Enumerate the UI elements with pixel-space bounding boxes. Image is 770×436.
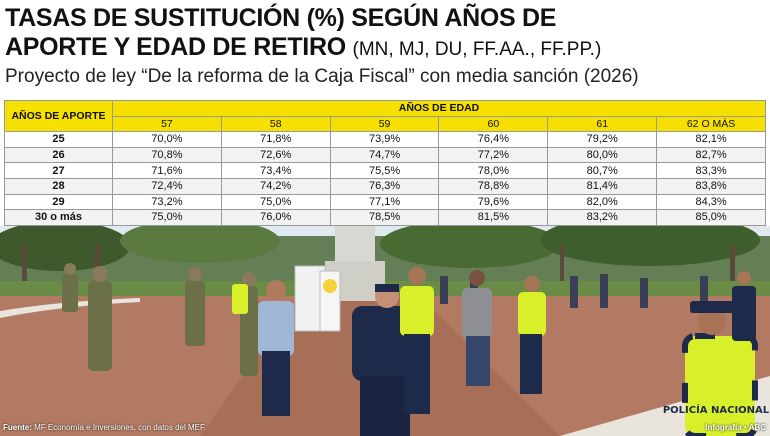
table-row: 27 71,6% 73,4% 75,5% 78,0% 80,7% 83,3%: [4, 162, 766, 179]
age-header: 60: [438, 115, 549, 133]
rate-cell: 71,8%: [220, 131, 331, 148]
title-line-2: APORTE Y EDAD DE RETIRO (MN, MJ, DU, FF.…: [5, 33, 765, 64]
table-row: 29 73,2% 75,0% 77,1% 79,6% 82,0% 84,3%: [4, 193, 766, 211]
title-line-2-main: APORTE Y EDAD DE RETIRO: [5, 33, 346, 61]
rate-cell: 73,4%: [220, 162, 331, 179]
rate-cell: 72,6%: [220, 146, 331, 164]
row-label: 27: [4, 162, 113, 179]
row-label: 29: [4, 193, 113, 211]
rate-cell: 80,0%: [547, 146, 658, 164]
age-header: 61: [547, 115, 658, 133]
rate-cell: 78,8%: [438, 177, 549, 195]
age-header: 62 O MÁS: [656, 115, 766, 133]
subtitle: Proyecto de ley “De la reforma de la Caj…: [5, 66, 639, 87]
rate-cell: 80,7%: [547, 162, 658, 179]
rate-cell: 77,1%: [329, 193, 440, 211]
rate-cell: 83,2%: [547, 209, 658, 226]
title-line-1: TASAS DE SUSTITUCIÓN (%) SEGÚN AÑOS DE: [5, 4, 557, 32]
row-label: 25: [4, 131, 113, 148]
table-row: 30 o más 75,0% 76,0% 78,5% 81,5% 83,2% 8…: [4, 209, 766, 226]
rate-cell: 72,4%: [112, 177, 222, 195]
age-header: 59: [329, 115, 440, 133]
row-header-anos-aporte: AÑOS DE APORTE: [4, 99, 113, 133]
rate-cell: 78,5%: [329, 209, 440, 226]
rate-cell: 83,8%: [656, 177, 766, 195]
vest-label: POLICÍA NACIONAL: [663, 403, 770, 416]
age-header: 57: [112, 115, 222, 133]
rate-cell: 76,0%: [220, 209, 331, 226]
rate-cell: 84,3%: [656, 193, 766, 211]
rate-cell: 81,4%: [547, 177, 658, 195]
rate-cell: 79,2%: [547, 131, 658, 148]
rate-cell: 74,2%: [220, 177, 331, 195]
rates-table: AÑOS DE APORTE AÑOS DE EDAD 57 58 59 60 …: [4, 99, 766, 226]
rate-cell: 85,0%: [656, 209, 766, 226]
rate-cell: 70,8%: [112, 146, 222, 164]
rate-cell: 78,0%: [438, 162, 549, 179]
age-header: 58: [220, 115, 331, 133]
photo-police-plaza: POLICÍA NACIONAL: [0, 226, 770, 436]
rate-cell: 75,0%: [112, 209, 222, 226]
title-line-2-suffix: (MN, MJ, DU, FF.AA., FF.PP.): [352, 39, 602, 60]
col-group-header-anos-edad: AÑOS DE EDAD: [112, 100, 766, 117]
rate-cell: 75,5%: [329, 162, 440, 179]
rate-cell: 82,1%: [656, 131, 766, 148]
source-label: Fuente:: [3, 423, 32, 432]
rate-cell: 79,6%: [438, 193, 549, 211]
rate-cell: 70,0%: [112, 131, 222, 148]
table-row: 25 70,0% 71,8% 73,9% 76,4% 79,2% 82,1%: [4, 131, 766, 148]
table-row: 28 72,4% 74,2% 76,3% 78,8% 81,4% 83,8%: [4, 177, 766, 195]
rate-cell: 82,7%: [656, 146, 766, 164]
rate-cell: 76,3%: [329, 177, 440, 195]
source-note: Fuente: MF Economía e Inversiones, con d…: [3, 423, 206, 432]
rate-cell: 77,2%: [438, 146, 549, 164]
row-label: 28: [4, 177, 113, 195]
rate-cell: 74,7%: [329, 146, 440, 164]
rate-cell: 76,4%: [438, 131, 549, 148]
rate-cell: 71,6%: [112, 162, 222, 179]
rate-cell: 83,3%: [656, 162, 766, 179]
source-text: MF Economía e Inversiones, con datos del…: [34, 423, 207, 432]
row-label: 26: [4, 146, 113, 164]
rate-cell: 81,5%: [438, 209, 549, 226]
rate-cell: 75,0%: [220, 193, 331, 211]
rate-cell: 82,0%: [547, 193, 658, 211]
row-label: 30 o más: [4, 209, 113, 226]
rate-cell: 73,2%: [112, 193, 222, 211]
credit-note: Infografía • ABC: [705, 423, 766, 432]
table-row: 26 70,8% 72,6% 74,7% 77,2% 80,0% 82,7%: [4, 146, 766, 164]
rate-cell: 73,9%: [329, 131, 440, 148]
